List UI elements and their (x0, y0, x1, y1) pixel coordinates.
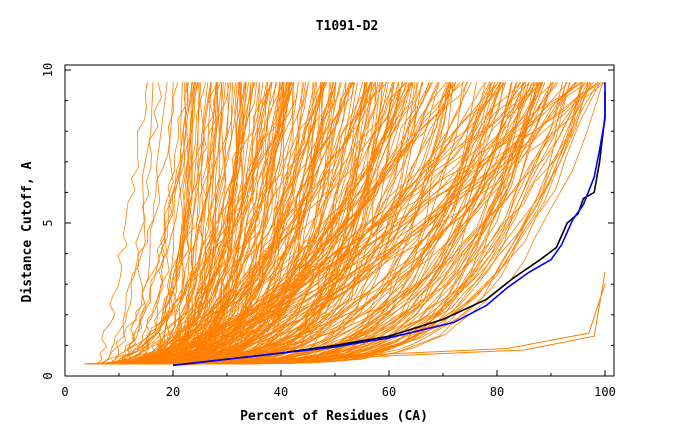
x-tick-labels: 0 20 40 60 80 100 (61, 385, 615, 399)
model-curve (96, 82, 148, 365)
x-tick-label: 0 (61, 385, 68, 399)
series-blue (172, 82, 606, 367)
model-curve (131, 81, 577, 365)
x-tick-label: 80 (490, 385, 504, 399)
model-curve (156, 81, 354, 365)
model-curve (100, 82, 154, 365)
x-tick-label: 40 (274, 385, 288, 399)
y-tick-labels: 0 5 10 (41, 63, 55, 380)
model-curve (110, 82, 294, 365)
model-curve (135, 82, 335, 365)
model-curve (113, 82, 290, 365)
model-curve (179, 82, 539, 365)
model-curve (141, 81, 604, 365)
model-curve (129, 81, 581, 365)
model-curve (172, 284, 606, 365)
x-tick-label: 20 (166, 385, 180, 399)
y-tick-label: 0 (41, 372, 55, 379)
model-curve (110, 82, 162, 364)
model-curve (88, 81, 568, 365)
model-curve (123, 82, 373, 365)
chart-title: T1091-D2 (316, 19, 379, 34)
plot-frame (64, 64, 615, 377)
model-curve (92, 82, 198, 365)
model-curve (119, 81, 541, 365)
model-curve (119, 82, 230, 365)
model-curve (143, 81, 543, 365)
x-tick-label: 100 (594, 385, 616, 399)
model-curve (99, 81, 406, 365)
axis-ticks (64, 69, 614, 377)
model-curve (146, 82, 273, 365)
y-axis-label: Distance Cutoff, A (20, 161, 35, 302)
x-axis-label: Percent of Residues (CA) (240, 409, 428, 424)
model-curve (149, 82, 283, 365)
y-tick-label: 5 (41, 219, 55, 226)
model-curve (110, 81, 447, 365)
series-black (172, 91, 606, 367)
model-curve (97, 82, 179, 365)
model-curve (104, 82, 256, 365)
model-curves (84, 81, 606, 366)
model-curve (112, 82, 189, 365)
model-curve (154, 81, 589, 365)
model-curve (178, 82, 429, 365)
highlighted-curves (172, 82, 606, 367)
y-tick-label: 10 (41, 63, 55, 77)
model-curve (89, 82, 168, 365)
model-curve (138, 82, 501, 365)
model-curve (146, 81, 388, 365)
model-curve (172, 271, 606, 366)
model-curve (99, 81, 408, 365)
x-tick-label: 60 (382, 385, 396, 399)
model-curve (152, 82, 342, 365)
model-curve (162, 81, 522, 365)
